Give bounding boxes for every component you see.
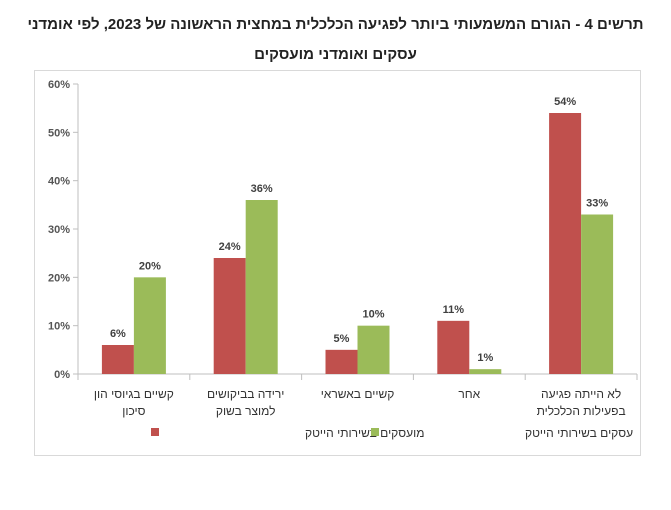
data-label: 11% (443, 304, 465, 316)
x-category-label: לא הייתה פגיעה (541, 387, 621, 401)
x-category-label: קשיים בגיוסי הון (94, 387, 174, 401)
data-label: 20% (139, 260, 161, 272)
x-category-label: סיכון (122, 404, 145, 418)
y-tick-label: 30% (48, 224, 70, 236)
bar (325, 349, 358, 374)
x-category-label: אחר (458, 387, 480, 401)
data-label: 1% (477, 352, 493, 364)
bar (549, 113, 582, 374)
y-tick-label: 40% (48, 176, 70, 188)
x-category-label: ירידה בביקושים (207, 387, 284, 401)
bar (469, 369, 502, 374)
x-category-label: קשיים באשראי (321, 387, 395, 401)
bar (133, 277, 166, 374)
x-category-label: למוצר בשוק (216, 404, 276, 418)
bar (437, 320, 470, 374)
chart-title: תרשים 4 - הגורם המשמעותי ביותר לפגיעה הכ… (0, 10, 671, 70)
chart-title-line-1: תרשים 4 - הגורם המשמעותי ביותר לפגיעה הכ… (27, 16, 644, 33)
x-category-label: בפעילות הכלכלית (537, 404, 626, 418)
y-tick-label: 60% (48, 79, 70, 91)
data-label: 54% (554, 96, 576, 108)
data-label: 5% (334, 333, 350, 345)
legend-swatch (151, 428, 159, 436)
y-tick-label: 20% (48, 272, 70, 284)
chart-title-line-2: עסקים ואומדני מועסקים (254, 46, 417, 63)
data-label: 36% (251, 183, 273, 195)
data-label: 6% (110, 328, 126, 340)
y-tick-label: 0% (54, 369, 70, 381)
legend-label: עסקים בשירותי הייטק (525, 426, 633, 440)
y-tick-label: 10% (48, 321, 70, 333)
bar (213, 258, 246, 374)
chart-frame (34, 70, 641, 456)
y-tick-label: 50% (48, 127, 70, 139)
legend-swatch (371, 428, 379, 436)
data-label: 33% (586, 198, 608, 210)
data-label: 10% (362, 309, 384, 321)
bar (581, 214, 614, 374)
bar (245, 200, 278, 374)
legend-label: מועסקים בשירותי הייטק (305, 426, 424, 440)
bar (357, 325, 390, 374)
data-label: 24% (219, 241, 241, 253)
bar (101, 345, 134, 374)
